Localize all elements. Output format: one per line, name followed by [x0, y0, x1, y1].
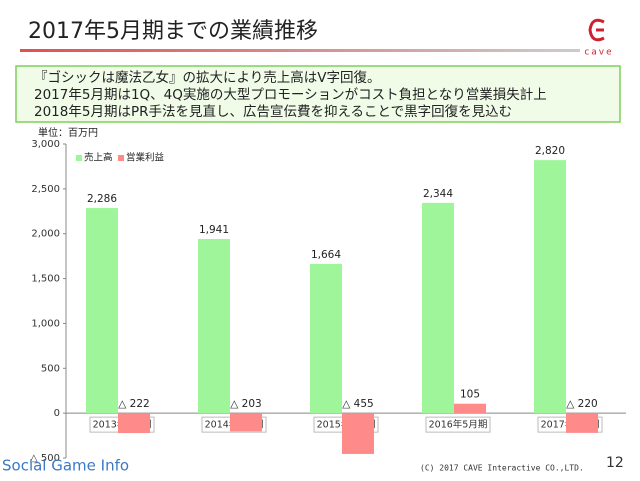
data-label: △ 203	[230, 398, 261, 410]
bar	[566, 413, 598, 433]
bar	[198, 239, 230, 414]
bar	[86, 208, 118, 414]
bar	[310, 263, 342, 414]
data-label: 2,286	[87, 193, 117, 205]
category-box	[425, 416, 491, 433]
logo-text: cave	[584, 48, 613, 58]
summary-box	[15, 65, 621, 123]
x-tick-label: 2016年5月期	[429, 419, 488, 431]
data-label: △ 220	[566, 398, 597, 410]
y-tick-label: 1,500	[31, 274, 60, 285]
page-number: 12	[606, 455, 624, 471]
watermark: Social Game Info	[2, 457, 129, 475]
y-tick-label: 1,000	[31, 318, 60, 329]
y-tick-label: 500	[41, 363, 60, 374]
summary-line: 2017年5月期は1Q、4Q実施の大型プロモーションがコスト負担となり営業損失計…	[34, 87, 547, 103]
data-label: 2,820	[535, 145, 565, 157]
y-tick-label: 0	[54, 408, 60, 419]
bar	[454, 403, 486, 414]
data-label: 2,344	[423, 188, 453, 200]
slide-title: 2017年5月期までの業績推移	[28, 19, 318, 44]
y-tick-label: 2,000	[31, 229, 60, 240]
title-rule	[20, 49, 580, 52]
summary-line: 『ゴシックは魔法乙女』の拡大により売上高はV字回復。	[34, 69, 380, 86]
bar	[230, 413, 262, 432]
legend-swatch	[118, 155, 124, 161]
logo-mark	[588, 18, 605, 42]
legend-label: 営業利益	[126, 152, 165, 164]
legend-label: 売上高	[84, 152, 113, 164]
y-tick-label: 2,500	[31, 184, 60, 195]
summary-line: 2018年5月期はPR手法を見直し、広告宣伝費を抑えることで黒字回復を見込む	[34, 103, 512, 120]
y-tick-label: △ 500	[30, 453, 60, 464]
data-label: △ 222	[118, 398, 149, 410]
data-label: 105	[460, 389, 480, 401]
bar	[422, 202, 454, 414]
bar	[118, 413, 150, 434]
y-tick-label: 3,000	[31, 139, 60, 150]
unit-label: 単位：百万円	[38, 126, 98, 139]
data-label: 1,941	[199, 224, 229, 236]
copyright: (C) 2017 CAVE Interactive CO.,LTD.	[420, 464, 584, 473]
chart: △ 50005001,0001,5002,0002,5003,0002013年5…	[30, 139, 626, 464]
data-label: △ 455	[342, 398, 373, 410]
bar	[342, 413, 374, 454]
bar	[534, 160, 566, 414]
legend-swatch	[76, 155, 82, 161]
data-label: 1,664	[311, 249, 341, 261]
